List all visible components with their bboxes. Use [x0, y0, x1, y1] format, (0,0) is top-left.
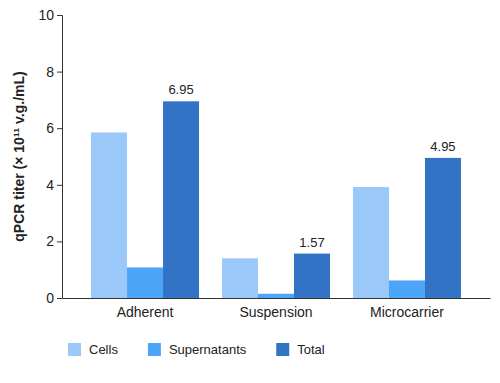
y-tick: 6 — [46, 120, 62, 136]
data-labels: 6.95 1.57 4.95 — [168, 82, 455, 249]
y-tick-label: 8 — [46, 64, 54, 80]
bar — [258, 294, 294, 298]
y-tick-label: 10 — [38, 7, 54, 23]
y-axis-title: qPCR titer (× 10¹¹ v.g./mL) — [11, 71, 27, 241]
legend-swatch — [68, 343, 81, 356]
legend-label: Total — [297, 342, 325, 357]
data-label: 1.57 — [299, 235, 324, 250]
x-axis: Adherent Suspension Microcarrier — [63, 298, 491, 320]
legend-item: Cells — [68, 342, 118, 357]
legend-item: Total — [276, 342, 325, 357]
y-tick-mark — [57, 72, 62, 73]
x-tick-label: Suspension — [239, 304, 312, 320]
y-axis-line — [57, 16, 63, 299]
y-axis: 0 2 4 6 8 10 — [38, 7, 62, 306]
plot: 6.95 1.57 4.95 0 2 4 6 8 10 Adherent Suspension Mic… — [38, 7, 490, 320]
y-tick-label: 0 — [46, 290, 54, 306]
bars — [91, 101, 461, 298]
bar — [389, 280, 425, 298]
data-label: 6.95 — [168, 82, 193, 97]
y-tick-label: 2 — [46, 233, 54, 249]
y-tick-mark — [57, 128, 62, 129]
x-tick: Microcarrier — [370, 298, 444, 320]
x-axis-line — [63, 298, 491, 299]
y-tick-mark — [57, 185, 62, 186]
legend-label: Supernatants — [169, 342, 247, 357]
y-tick-mark — [57, 241, 62, 242]
y-tick-mark — [57, 15, 62, 16]
y-tick: 10 — [38, 7, 62, 23]
bar — [127, 267, 163, 298]
x-tick-label: Adherent — [117, 304, 174, 320]
x-tick: Suspension — [239, 298, 312, 320]
y-tick: 4 — [46, 177, 62, 193]
y-tick: 2 — [46, 233, 62, 249]
y-tick-label: 4 — [46, 177, 54, 193]
legend-swatch — [148, 343, 161, 356]
legend: Cells Supernatants Total — [68, 342, 325, 357]
legend-label: Cells — [89, 342, 118, 357]
bar — [163, 101, 199, 298]
y-tick-mark — [57, 298, 62, 299]
bar — [222, 258, 258, 298]
y-tick: 8 — [46, 64, 62, 80]
chart: 6.95 1.57 4.95 0 2 4 6 8 10 Adherent Suspension Mic… — [0, 0, 500, 383]
bar — [353, 187, 389, 298]
bar — [91, 132, 127, 298]
legend-item: Supernatants — [148, 342, 247, 357]
x-tick: Adherent — [117, 298, 174, 320]
y-tick-label: 6 — [46, 120, 54, 136]
bar — [294, 254, 330, 298]
x-tick-label: Microcarrier — [370, 304, 444, 320]
y-tick: 0 — [46, 290, 62, 306]
legend-swatch — [276, 343, 289, 356]
data-label: 4.95 — [430, 139, 455, 154]
bar — [425, 158, 461, 298]
